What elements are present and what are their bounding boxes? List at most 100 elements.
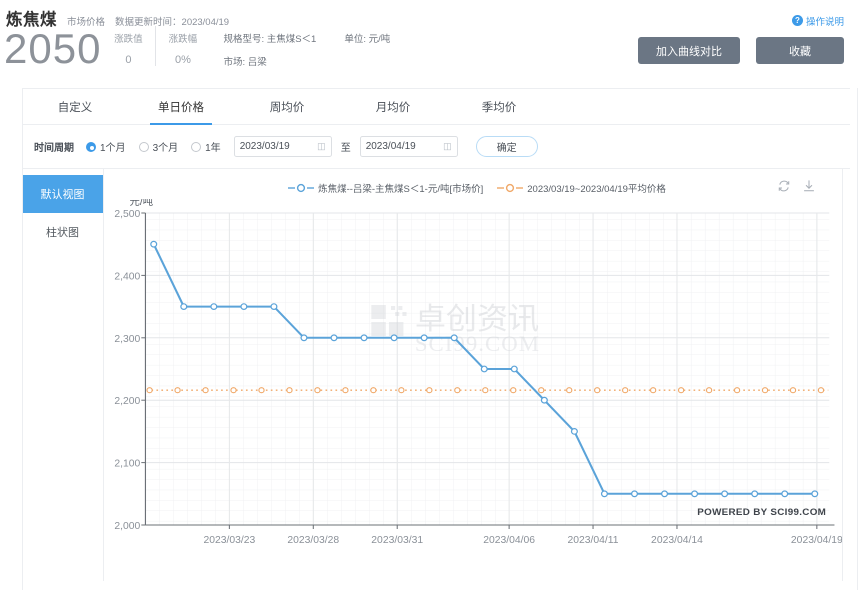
watermark-logo-icon bbox=[371, 305, 407, 336]
tab-weekly-average[interactable]: 周均价 bbox=[234, 89, 340, 124]
price-line-chart: 卓创资讯 SCI99.COM bbox=[114, 199, 843, 546]
watermark-brand-en: SCI99.COM bbox=[415, 331, 540, 356]
chart-panel: 炼焦煤--吕梁-主焦煤S＜1-元/吨[市场价] 2023/03/19~2023/… bbox=[104, 169, 850, 581]
spec-row-2: 市场: 吕梁 bbox=[223, 54, 390, 68]
confirm-button[interactable]: 确定 bbox=[475, 136, 538, 157]
radio-three-months-label: 3个月 bbox=[152, 143, 179, 154]
svg-text:2023/03/23: 2023/03/23 bbox=[203, 535, 255, 546]
start-date-value: 2023/03/19 bbox=[239, 141, 290, 152]
sidebar-item-default-view-label: 默认视图 bbox=[40, 189, 85, 201]
radio-one-year[interactable]: 1年 bbox=[191, 139, 221, 154]
y-axis-title: 元/吨 bbox=[130, 199, 154, 208]
horizontal-gridlines bbox=[145, 212, 830, 464]
chart-legend: 炼焦煤--吕梁-主焦煤S＜1-元/吨[市场价] 2023/03/19~2023/… bbox=[104, 181, 850, 195]
calendar-icon: ◫ bbox=[443, 141, 452, 151]
spec-unit: 单位: 元/吨 bbox=[344, 34, 391, 45]
change-pct-label: 涨跌幅 bbox=[168, 34, 198, 45]
end-date-input[interactable]: 2023/04/19 ◫ bbox=[359, 136, 458, 157]
change-value-label: 涨跌值 bbox=[114, 34, 143, 45]
change-value-block: 涨跌值 0 bbox=[101, 26, 155, 66]
radio-one-month-label: 1个月 bbox=[100, 143, 126, 154]
x-axis-ticks bbox=[228, 525, 818, 529]
sidebar-item-default-view[interactable]: 默认视图 bbox=[22, 175, 103, 213]
powered-by-label: POWERED BY SCI99.COM bbox=[697, 507, 826, 518]
legend-line-marker-icon bbox=[497, 183, 524, 193]
chart-plot-area: 卓创资讯 SCI99.COM bbox=[114, 199, 843, 546]
download-icon[interactable] bbox=[802, 179, 816, 193]
help-link-label: 操作说明 bbox=[805, 16, 844, 28]
page-title: 炼焦煤 bbox=[6, 11, 57, 29]
radio-one-month-indicator bbox=[86, 141, 96, 152]
add-to-comparison-button[interactable]: 加入曲线对比 bbox=[638, 37, 740, 64]
page-header: 炼焦煤 市场价格 数据更新时间：2023/04/19 2050 涨跌值 0 涨跌… bbox=[0, 0, 858, 88]
legend-item-average[interactable]: 2023/03/19~2023/04/19平均价格 bbox=[497, 181, 666, 195]
change-pct-block: 涨跌幅 0% bbox=[155, 26, 209, 66]
svg-text:2023/04/11: 2023/04/11 bbox=[568, 535, 619, 546]
svg-text:2023/03/31: 2023/03/31 bbox=[371, 535, 423, 546]
tab-weekly-average-label: 周均价 bbox=[269, 101, 305, 114]
radio-three-months-indicator bbox=[138, 141, 149, 152]
chart-right-edge bbox=[842, 169, 850, 581]
help-link[interactable]: ? 操作说明 bbox=[791, 14, 844, 28]
header-title-row: 炼焦煤 市场价格 数据更新时间：2023/04/19 bbox=[0, 6, 858, 30]
update-time-value: 2023/04/19 bbox=[181, 17, 230, 28]
end-date-value: 2023/04/19 bbox=[365, 141, 416, 152]
favorite-button[interactable]: 收藏 bbox=[756, 37, 844, 64]
view-mode-sidebar: 默认视图 柱状图 bbox=[22, 169, 104, 581]
svg-text:2023/04/06: 2023/04/06 bbox=[483, 535, 535, 546]
legend-average-label: 2023/03/19~2023/04/19平均价格 bbox=[527, 184, 666, 195]
tab-monthly-average-label: 月均价 bbox=[375, 101, 411, 114]
spec-row-1: 规格型号: 主焦煤S＜1 单位: 元/吨 bbox=[223, 31, 390, 45]
average-markers bbox=[146, 387, 825, 394]
svg-text:2,000: 2,000 bbox=[114, 521, 140, 532]
tab-daily-price[interactable]: 单日价格 bbox=[128, 89, 234, 125]
update-time-prefix: 数据更新时间： bbox=[115, 17, 182, 28]
tab-quarterly-average[interactable]: 季均价 bbox=[446, 89, 552, 124]
radio-three-months[interactable]: 3个月 bbox=[138, 139, 179, 154]
average-price-series bbox=[146, 387, 829, 394]
spec-model: 规格型号: 主焦煤S＜1 bbox=[223, 34, 317, 45]
filter-bar: 时间周期 1个月 3个月 1年 2023/03/19 ◫ 至 2023/04/1… bbox=[22, 125, 850, 169]
legend-item-series[interactable]: 炼焦煤--吕梁-主焦煤S＜1-元/吨[市场价] bbox=[288, 181, 483, 195]
time-period-label: 时间周期 bbox=[34, 143, 74, 154]
tab-quarterly-average-label: 季均价 bbox=[481, 101, 517, 114]
tab-daily-price-label: 单日价格 bbox=[158, 101, 204, 114]
y-axis-ticks bbox=[141, 212, 146, 526]
change-pct-value: 0% bbox=[174, 54, 191, 66]
tab-custom[interactable]: 自定义 bbox=[22, 89, 128, 124]
spec-market: 市场: 吕梁 bbox=[223, 57, 267, 68]
svg-text:2,200: 2,200 bbox=[114, 396, 140, 407]
header-stats-row: 2050 涨跌值 0 涨跌幅 0% 规格型号: 主焦煤S＜1 单位: 元/吨 市… bbox=[0, 26, 858, 72]
sidebar-item-bar-chart[interactable]: 柱状图 bbox=[22, 213, 103, 251]
legend-line-marker-icon bbox=[288, 183, 315, 193]
price-markers bbox=[150, 240, 819, 498]
calendar-icon: ◫ bbox=[317, 141, 326, 151]
svg-text:2023/03/28: 2023/03/28 bbox=[287, 535, 339, 546]
page-left-border bbox=[22, 88, 23, 590]
radio-one-year-indicator bbox=[191, 141, 202, 152]
watermark-brand-cn: 卓创资讯 bbox=[415, 302, 539, 335]
date-range-separator: 至 bbox=[340, 143, 351, 154]
price-series bbox=[150, 240, 819, 498]
svg-text:2,300: 2,300 bbox=[114, 334, 140, 345]
period-tab-bar: 自定义 单日价格 周均价 月均价 季均价 bbox=[22, 88, 850, 125]
tab-monthly-average[interactable]: 月均价 bbox=[340, 89, 446, 124]
radio-one-month[interactable]: 1个月 bbox=[86, 139, 126, 154]
x-axis-tick-labels: 2023/03/23 2023/03/28 2023/03/31 2023/04… bbox=[203, 535, 843, 546]
sidebar-item-bar-chart-label: 柱状图 bbox=[46, 227, 79, 239]
refresh-icon[interactable] bbox=[777, 179, 791, 193]
svg-text:2,100: 2,100 bbox=[114, 459, 140, 470]
change-value: 0 bbox=[125, 54, 132, 66]
question-mark-icon: ? bbox=[791, 15, 803, 26]
price-type-label: 市场价格 bbox=[67, 17, 106, 28]
spec-block: 规格型号: 主焦煤S＜1 单位: 元/吨 市场: 吕梁 bbox=[209, 26, 390, 68]
chart-body: 默认视图 柱状图 炼焦煤--吕梁-主焦煤S＜1-元/吨[市场价] bbox=[22, 169, 850, 581]
start-date-input[interactable]: 2023/03/19 ◫ bbox=[233, 136, 332, 157]
radio-one-year-label: 1年 bbox=[205, 143, 221, 154]
vertical-gridlines bbox=[228, 213, 818, 525]
header-button-group: 加入曲线对比 收藏 bbox=[638, 37, 844, 64]
svg-text:2,400: 2,400 bbox=[114, 272, 140, 283]
svg-text:2,500: 2,500 bbox=[114, 209, 140, 220]
y-axis-tick-labels: 2,500 2,400 2,300 2,200 2,100 2,000 bbox=[114, 209, 140, 532]
